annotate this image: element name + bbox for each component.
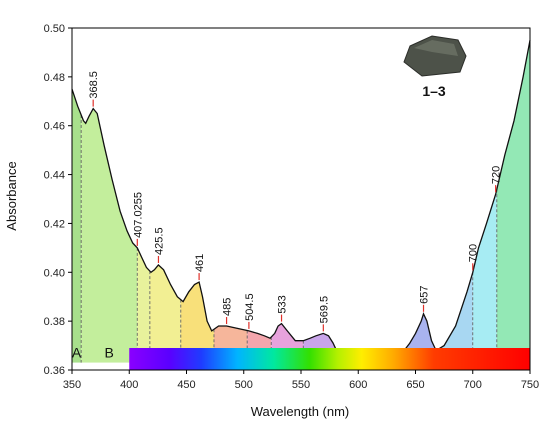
sample-label: 1–3 [422, 83, 446, 99]
peak-label: 569.5 [318, 296, 330, 324]
peak-label: 657 [419, 285, 431, 303]
peak-label: 425.5 [153, 227, 165, 255]
region-fill-d [150, 28, 181, 363]
y-tick-label: 0.44 [44, 170, 65, 182]
x-tick-label: 400 [120, 379, 138, 391]
x-axis-title: Wavelength (nm) [251, 404, 350, 419]
x-tick-label: 550 [292, 379, 310, 391]
x-tick-label: 600 [349, 379, 367, 391]
y-tick-label: 0.38 [44, 316, 65, 328]
peak-label: 368.5 [88, 71, 100, 99]
peak-label: 720 [491, 166, 503, 184]
peak-label: 700 [468, 244, 480, 262]
peak-label: 461 [194, 254, 206, 272]
sample-image [404, 36, 466, 76]
x-tick-label: 350 [63, 379, 81, 391]
x-tick-label: 750 [521, 379, 539, 391]
region-fill-j [355, 28, 435, 363]
peak-label: 504.5 [244, 293, 256, 321]
peak-label: 407.0255 [132, 192, 144, 238]
region-label-b: B [105, 345, 114, 361]
y-tick-label: 0.42 [44, 218, 65, 230]
y-axis-title: Absorbance [4, 161, 19, 230]
region-fill-e [181, 28, 214, 363]
y-tick-label: 0.46 [44, 121, 65, 133]
x-tick-label: 700 [464, 379, 482, 391]
region-label-a: A [72, 345, 82, 361]
y-tick-label: 0.40 [44, 267, 65, 279]
region-fill-k [435, 28, 473, 363]
region-fill-l [473, 28, 497, 363]
y-tick-label: 0.48 [44, 72, 65, 84]
x-tick-label: 450 [177, 379, 195, 391]
x-tick-label: 500 [235, 379, 253, 391]
y-tick-label: 0.50 [44, 23, 65, 35]
spectrum-bar [129, 348, 530, 370]
y-tick-label: 0.36 [44, 365, 65, 377]
region-fill-m [497, 28, 530, 363]
peak-label: 485 [222, 298, 234, 316]
x-tick-label: 650 [406, 379, 424, 391]
peak-label: 533 [277, 295, 289, 313]
region-fill-a [72, 28, 81, 363]
